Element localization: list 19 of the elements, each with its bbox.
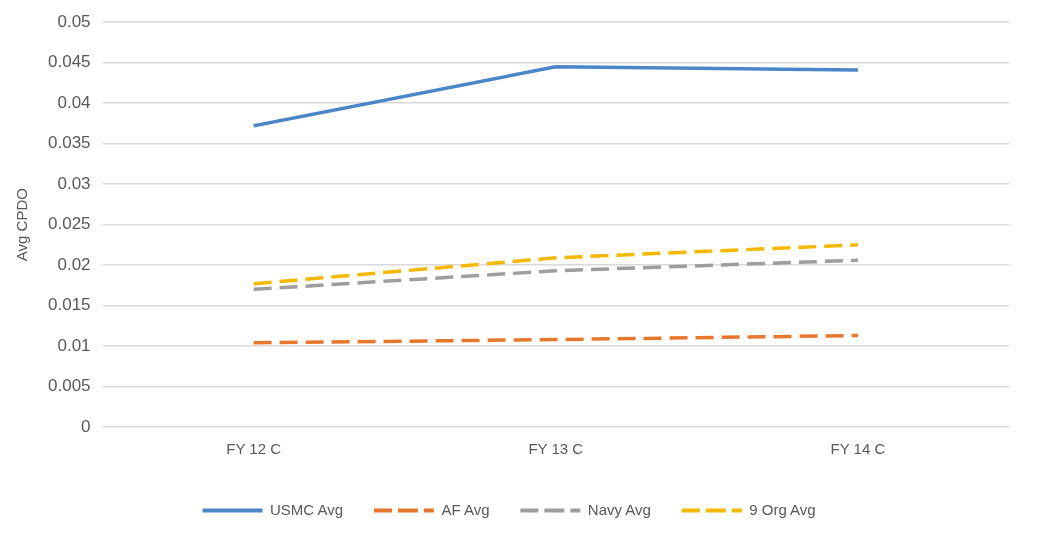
y-tick-label: 0 (81, 416, 91, 436)
y-tick-label: 0.035 (47, 133, 91, 153)
x-tick-label: FY 13 C (528, 440, 584, 458)
y-tick-label: 0.01 (57, 335, 91, 355)
y-axis-title: Avg CPDO (13, 188, 31, 262)
y-tick-label: 0.05 (57, 11, 91, 31)
y-tick-label: 0.04 (57, 92, 91, 112)
y-tick-label: 0.02 (57, 254, 91, 274)
y-tick-label: 0.045 (47, 52, 91, 72)
y-tick-label: 0.025 (47, 214, 91, 234)
x-tick-label: FY 14 C (830, 440, 886, 458)
x-tick-label: FY 12 C (226, 440, 282, 458)
legend-label: Navy Avg (587, 500, 651, 518)
legend-label: USMC Avg (270, 500, 344, 518)
y-tick-label: 0.005 (47, 376, 91, 396)
legend-label: 9 Org Avg (749, 500, 816, 518)
y-tick-label: 0.015 (47, 295, 91, 315)
y-tick-label: 0.03 (57, 173, 91, 193)
legend-label: AF Avg (441, 500, 490, 518)
